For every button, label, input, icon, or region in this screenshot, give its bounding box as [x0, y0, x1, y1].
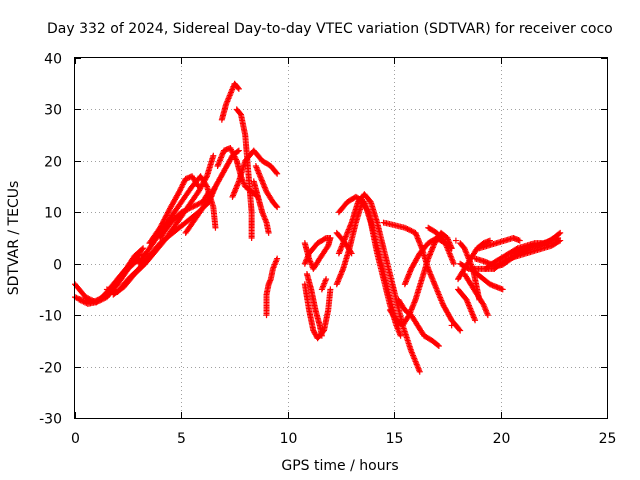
data-point: [347, 249, 354, 256]
data-point: [504, 256, 511, 263]
y-tick-label: -30: [39, 412, 62, 428]
data-point: [435, 343, 442, 349]
data-point: [401, 224, 408, 231]
data-point: [273, 169, 280, 176]
grid: [75, 58, 607, 418]
data-point: [404, 226, 411, 232]
y-tick-label: 40: [44, 52, 62, 68]
data-point: [464, 265, 471, 272]
data-point: [408, 227, 415, 234]
data-point: [274, 255, 281, 262]
data-point: [484, 312, 491, 319]
data-point: [82, 294, 89, 301]
x-tick-label: 15: [386, 431, 404, 447]
y-tick-label: 30: [44, 103, 62, 119]
data-point: [139, 246, 146, 253]
data-points: [72, 80, 564, 375]
data-point: [434, 342, 441, 349]
data-point: [457, 327, 464, 334]
x-axis-label: GPS time / hours: [281, 458, 398, 474]
data-point: [409, 228, 416, 235]
data-point: [83, 294, 90, 301]
data-point: [248, 235, 255, 241]
data-point: [452, 237, 459, 244]
data-point: [318, 332, 325, 339]
data-point: [265, 229, 272, 236]
x-tick-label: 0: [71, 431, 80, 447]
data-point: [193, 202, 200, 209]
data-point: [321, 235, 328, 242]
data-point: [456, 326, 463, 333]
data-point: [557, 229, 564, 236]
y-tick-label: 0: [53, 258, 62, 274]
data-point: [235, 85, 242, 92]
data-point: [556, 230, 563, 237]
data-point: [189, 204, 196, 211]
data-point: [274, 204, 281, 211]
data-point: [187, 204, 194, 211]
y-tick-label: -20: [39, 361, 62, 377]
data-point: [210, 152, 217, 159]
data-point: [194, 182, 201, 189]
plot-frame: [74, 57, 608, 419]
x-tick-label: 20: [493, 431, 511, 447]
x-tick-label: 5: [177, 431, 186, 447]
data-point: [191, 202, 198, 209]
y-tick-label: 10: [44, 206, 62, 222]
data-point: [403, 225, 410, 232]
data-point: [190, 203, 197, 210]
data-point: [183, 206, 190, 213]
data-point: [397, 332, 404, 339]
y-tick-label: -10: [39, 309, 62, 325]
data-point: [407, 227, 414, 234]
data-point: [195, 200, 202, 207]
axis-ticks: 0 5 10 15 20 25 -30 -20 -10 0 10 20 30 40: [39, 52, 616, 448]
x-tick-label: 25: [599, 431, 617, 447]
data-point: [348, 250, 355, 257]
data-point: [179, 208, 186, 215]
data-point: [182, 207, 189, 214]
data-point: [197, 200, 204, 207]
data-point: [273, 203, 280, 210]
data-point: [274, 170, 281, 177]
data-point: [181, 208, 188, 214]
data-point: [327, 235, 334, 241]
y-axis-label: SDTVAR / TECUs: [6, 181, 22, 296]
data-point: [516, 237, 523, 244]
data-point: [323, 276, 330, 283]
data-point: [185, 206, 192, 213]
data-point: [234, 148, 241, 155]
data-point: [203, 182, 210, 189]
data-point: [140, 245, 147, 252]
data-point: [555, 238, 562, 245]
data-point: [235, 147, 242, 154]
data-point: [405, 226, 412, 233]
data-point: [235, 84, 242, 91]
data-point: [195, 183, 202, 190]
data-point: [499, 286, 506, 293]
data-point: [448, 322, 455, 329]
data-point: [178, 209, 185, 216]
data-point: [486, 237, 493, 244]
data-point: [416, 368, 423, 375]
data-point: [448, 245, 455, 252]
data-point: [194, 201, 201, 208]
data-point: [212, 224, 219, 231]
data-point: [450, 260, 457, 267]
data-point: [557, 237, 564, 244]
x-tick-label: 10: [280, 431, 298, 447]
data-point: [327, 286, 334, 293]
data-point: [186, 205, 193, 212]
y-tick-label: 20: [44, 155, 62, 171]
chart-title: Day 332 of 2024, Sidereal Day-to-day VTE…: [47, 21, 613, 37]
data-point: [472, 317, 479, 324]
